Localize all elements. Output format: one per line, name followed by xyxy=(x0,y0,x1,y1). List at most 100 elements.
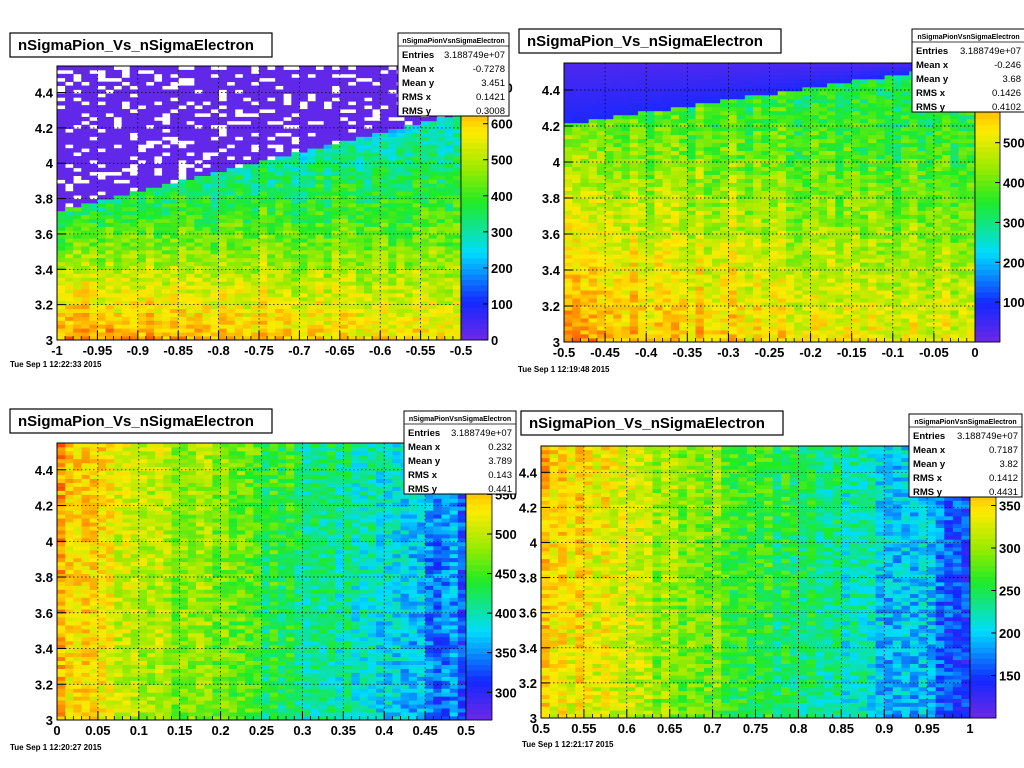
heatmap-cell xyxy=(299,156,308,161)
heatmap-cell xyxy=(436,132,446,137)
heatmap-cell xyxy=(629,198,639,203)
heatmap-cell xyxy=(646,158,655,164)
heatmap-cell xyxy=(137,214,147,220)
heatmap-cell xyxy=(646,286,655,291)
heatmap-cell xyxy=(162,230,171,235)
heatmap-cell xyxy=(137,109,147,114)
heatmap-cell xyxy=(186,167,195,173)
heatmap-cell xyxy=(307,242,316,247)
heatmap-cell xyxy=(234,210,244,216)
heatmap-cell xyxy=(153,332,163,337)
heatmap-cell xyxy=(97,265,106,270)
heatmap-cell xyxy=(728,278,738,283)
heatmap-cell xyxy=(307,109,316,114)
heatmap-cell xyxy=(679,158,688,164)
heatmap-cell xyxy=(347,97,357,102)
heatmap-cell xyxy=(153,199,163,204)
heatmap-cell xyxy=(380,281,389,286)
heatmap-cell xyxy=(572,310,581,315)
heatmap-cell xyxy=(57,156,66,161)
heatmap-cell xyxy=(695,162,705,168)
heatmap-cell xyxy=(113,93,123,98)
heatmap-cell xyxy=(267,203,276,208)
heatmap-cell xyxy=(194,210,203,216)
heatmap-cell xyxy=(564,238,573,243)
heatmap-cell xyxy=(315,293,325,298)
heatmap-cell xyxy=(194,128,203,133)
heatmap-cell xyxy=(428,324,438,329)
heatmap-cell xyxy=(703,250,713,255)
heatmap-cell xyxy=(711,210,721,215)
heatmap-cell xyxy=(420,187,430,192)
heatmap-cell xyxy=(679,138,688,144)
heatmap-cell xyxy=(444,206,454,212)
heatmap-cell xyxy=(580,74,590,80)
heatmap-cell xyxy=(194,163,203,169)
heatmap-cell xyxy=(388,238,397,243)
heatmap-cell xyxy=(396,253,405,259)
heatmap-cell xyxy=(662,314,672,319)
heatmap-cell xyxy=(259,304,268,310)
heatmap-cell xyxy=(436,234,446,239)
heatmap-cell xyxy=(613,70,622,76)
heatmap-cell xyxy=(396,152,405,157)
heatmap-cell xyxy=(186,293,195,298)
heatmap-cell xyxy=(605,294,614,299)
heatmap-cell xyxy=(97,253,106,259)
heatmap-cell xyxy=(234,273,244,278)
heatmap-cell xyxy=(588,298,598,303)
heatmap-cell xyxy=(162,163,171,169)
heatmap-cell xyxy=(65,167,74,173)
heatmap-cell xyxy=(226,203,236,208)
heatmap-cell xyxy=(404,199,413,204)
heatmap-cell xyxy=(428,253,438,259)
heatmap-cell xyxy=(629,66,639,72)
heatmap-cell xyxy=(744,186,754,191)
heatmap-cell xyxy=(364,210,373,216)
heatmap-cell xyxy=(315,144,325,149)
heatmap-cell xyxy=(242,69,252,75)
heatmap-cell xyxy=(703,170,713,175)
heatmap-cell xyxy=(226,167,236,173)
heatmap-cell xyxy=(105,332,114,337)
heatmap-cell xyxy=(564,162,573,168)
heatmap-cell xyxy=(323,308,333,313)
heatmap-cell xyxy=(234,97,244,102)
heatmap-cell xyxy=(444,328,454,333)
heatmap-cell xyxy=(129,191,139,196)
heatmap-cell xyxy=(621,162,631,168)
heatmap-cell xyxy=(178,199,187,204)
heatmap-cell xyxy=(267,163,276,169)
heatmap-cell xyxy=(153,85,163,90)
heatmap-cell xyxy=(572,298,581,303)
heatmap-cell xyxy=(121,214,131,220)
color-bar-segment xyxy=(461,153,488,160)
heatmap-cell xyxy=(679,202,688,207)
heatmap-cell xyxy=(323,253,333,259)
heatmap-cell xyxy=(307,175,316,180)
heatmap-cell xyxy=(259,191,268,196)
heatmap-cell xyxy=(687,278,696,283)
heatmap-cell xyxy=(703,94,713,100)
heatmap-cell xyxy=(194,246,203,251)
x-tick-label: -0.8 xyxy=(207,343,229,358)
heatmap-cell xyxy=(637,266,647,271)
heatmap-cell xyxy=(572,166,581,172)
heatmap-cell xyxy=(388,222,397,227)
heatmap-cell xyxy=(711,286,721,291)
heatmap-cell xyxy=(744,238,754,243)
heatmap-cell xyxy=(420,316,430,321)
heatmap-cell xyxy=(210,203,219,208)
heatmap-cell xyxy=(629,118,639,124)
heatmap-cell xyxy=(596,130,606,136)
heatmap-cell xyxy=(170,163,179,169)
heatmap-cell xyxy=(436,140,446,145)
heatmap-cell xyxy=(728,302,738,307)
heatmap-cell xyxy=(89,128,98,133)
heatmap-cell xyxy=(372,324,381,329)
heatmap-cell xyxy=(629,238,639,243)
stats-value: -0.7278 xyxy=(473,64,505,75)
heatmap-cell xyxy=(250,246,260,251)
heatmap-cell xyxy=(613,262,622,267)
heatmap-cell xyxy=(646,110,655,116)
